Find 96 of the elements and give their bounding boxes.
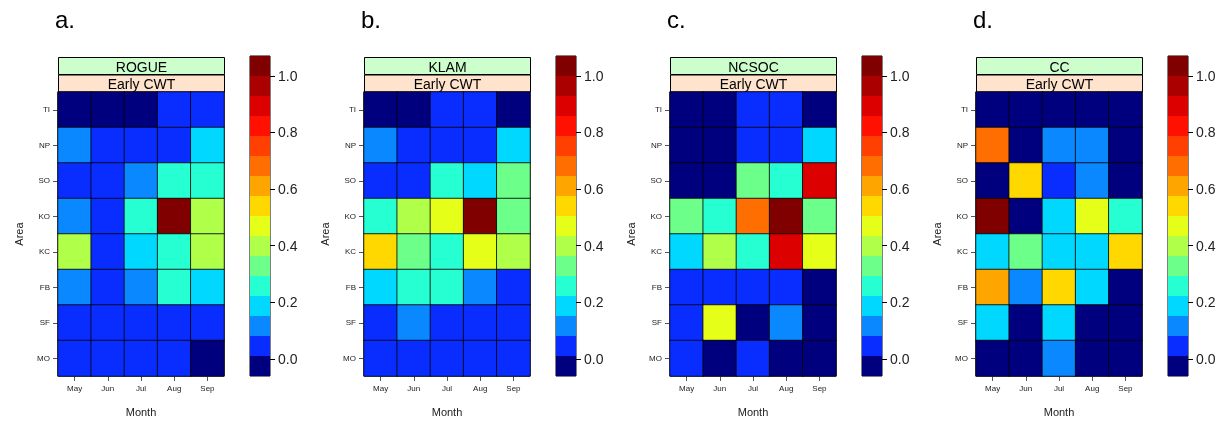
y-tick-label: FB [39, 282, 50, 292]
y-tick-label: MO [37, 353, 50, 363]
x-tick-label: May [985, 383, 1001, 393]
y-tick-label: SF [651, 318, 663, 328]
color-bar-label: 1.0 [584, 67, 604, 84]
y-tick-label: TI [42, 105, 50, 115]
y-tick-label: NP [38, 140, 50, 150]
x-tick-label: Jul [1053, 383, 1065, 393]
annotation: Early CWT [413, 76, 482, 92]
y-tick-label: NP [956, 140, 968, 150]
color-bar-label: 1.0 [890, 67, 910, 84]
color-bar-label: 0.2 [1196, 294, 1216, 311]
x-tick-label: Jun [407, 383, 421, 393]
color-bar-label: 1.0 [278, 67, 298, 84]
y-tick-label: SF [345, 318, 357, 328]
x-tick-label: May [679, 383, 695, 393]
y-tick-label: KO [344, 211, 356, 221]
y-tick-label: TI [348, 105, 356, 115]
color-bar-label: 0.4 [890, 237, 910, 254]
chart-title: c. [667, 5, 686, 33]
color-bar-label: 0.6 [278, 181, 298, 198]
color-bar-label: 0.8 [584, 124, 604, 141]
y-tick-label: FB [345, 282, 356, 292]
x-axis-title: Month [125, 405, 157, 418]
x-tick-label: Jun [1019, 383, 1033, 393]
x-axis-title: Month [1043, 405, 1075, 418]
x-tick-label: May [373, 383, 389, 393]
y-tick-label: SO [956, 176, 968, 186]
x-tick-label: Sep [506, 383, 522, 393]
x-tick-label: Aug [1085, 383, 1100, 393]
color-bar-label: 0.4 [1196, 237, 1216, 254]
y-tick-label: SO [344, 176, 356, 186]
x-tick-label: Sep [812, 383, 828, 393]
y-tick-label: NP [344, 140, 356, 150]
color-bar-label: 1.0 [1196, 67, 1216, 84]
y-tick-label: MO [343, 353, 356, 363]
y-tick-label: MO [955, 353, 968, 363]
color-bar-label: 0.6 [1196, 181, 1216, 198]
y-tick-label: KC [344, 247, 357, 257]
y-tick-label: SO [650, 176, 662, 186]
y-tick-label: KO [650, 211, 662, 221]
y-axis-title: Area [624, 221, 637, 246]
color-bar-label: 0.0 [584, 351, 604, 368]
x-tick-label: Jul [441, 383, 453, 393]
chart-title: a. [55, 5, 76, 33]
color-bar-label: 0.6 [584, 181, 604, 198]
y-tick-label: SO [38, 176, 50, 186]
x-tick-label: Sep [200, 383, 216, 393]
color-bar-label: 0.8 [278, 124, 298, 141]
annotation: Early CWT [107, 76, 176, 92]
color-bar-label: 0.0 [278, 351, 298, 368]
y-tick-label: SF [39, 318, 51, 328]
y-tick-label: NP [650, 140, 662, 150]
y-tick-label: FB [651, 282, 662, 292]
y-tick-label: KC [38, 247, 51, 257]
y-axis-title: Area [12, 221, 25, 246]
x-tick-label: Jul [135, 383, 147, 393]
x-tick-label: Aug [779, 383, 794, 393]
chart-subtitle: ROGUE [115, 58, 168, 75]
x-axis-title: Month [431, 405, 463, 418]
y-tick-label: KC [956, 247, 969, 257]
color-bar-label: 0.2 [890, 294, 910, 311]
color-bar-label: 0.4 [584, 237, 604, 254]
chart-subtitle: KLAM [428, 58, 467, 75]
x-tick-label: Jun [101, 383, 115, 393]
x-tick-label: Jul [747, 383, 759, 393]
y-tick-label: KO [38, 211, 50, 221]
chart-title: d. [973, 5, 994, 33]
x-tick-label: Aug [473, 383, 488, 393]
color-bar-label: 0.0 [890, 351, 910, 368]
color-bar-label: 0.2 [584, 294, 604, 311]
y-tick-label: SF [957, 318, 969, 328]
y-tick-label: KO [956, 211, 968, 221]
x-tick-label: Sep [1118, 383, 1134, 393]
chart-subtitle: NCSOC [728, 58, 779, 75]
x-tick-label: Jun [713, 383, 727, 393]
chart-subtitle: CC [1049, 58, 1070, 75]
annotation: Early CWT [1025, 76, 1094, 92]
color-bar-label: 0.8 [890, 124, 910, 141]
color-bar-label: 0.4 [278, 237, 298, 254]
y-tick-label: FB [957, 282, 968, 292]
y-tick-label: TI [960, 105, 968, 115]
chart-title: b. [361, 5, 382, 33]
y-axis-title: Area [318, 221, 331, 246]
color-bar-label: 0.6 [890, 181, 910, 198]
y-axis-title: Area [930, 221, 943, 246]
y-tick-label: TI [654, 105, 662, 115]
x-axis-title: Month [737, 405, 769, 418]
x-tick-label: May [67, 383, 83, 393]
color-bar-label: 0.0 [1196, 351, 1216, 368]
y-tick-label: KC [650, 247, 663, 257]
color-bar-label: 0.8 [1196, 124, 1216, 141]
x-tick-label: Aug [167, 383, 182, 393]
annotation: Early CWT [719, 76, 788, 92]
y-tick-label: MO [649, 353, 662, 363]
color-bar-label: 0.2 [278, 294, 298, 311]
